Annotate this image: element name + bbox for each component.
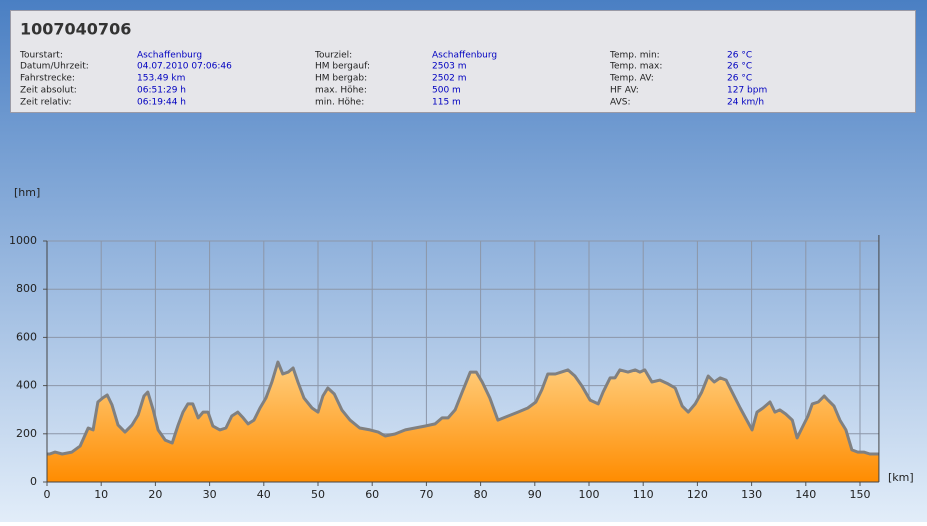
y-tick-label: 800 — [16, 282, 37, 295]
field-value: 06:51:29 h — [137, 86, 186, 96]
field-label: max. Höhe: — [315, 86, 367, 96]
field-value: 127 bpm — [727, 86, 767, 96]
field-label: Temp. AV: — [609, 74, 654, 84]
field-label: Temp. max: — [609, 62, 662, 72]
panel-title: 1007040706 — [20, 20, 131, 39]
field-label: min. Höhe: — [315, 98, 364, 108]
x-tick-label: 50 — [311, 488, 325, 501]
field-value: 26 °C — [727, 51, 752, 61]
field-value: 24 km/h — [727, 98, 764, 108]
info-panel — [10, 10, 916, 113]
field-label: HM bergab: — [315, 74, 367, 84]
x-tick-label: 80 — [474, 488, 488, 501]
field-value: Aschaffenburg — [137, 51, 202, 61]
x-tick-label: 120 — [687, 488, 708, 501]
x-axis-label: [km] — [888, 471, 914, 484]
field-value: 115 m — [432, 98, 461, 108]
x-tick-label: 10 — [94, 488, 108, 501]
field-label: Fahrstrecke: — [20, 74, 75, 84]
x-tick-label: 70 — [419, 488, 433, 501]
field-value: 2502 m — [432, 74, 467, 84]
field-label: Zeit absolut: — [20, 86, 77, 96]
x-tick-label: 20 — [148, 488, 162, 501]
field-label: AVS: — [610, 98, 630, 108]
x-tick-label: 100 — [579, 488, 600, 501]
x-tick-label: 150 — [850, 488, 871, 501]
x-tick-label: 140 — [795, 488, 816, 501]
profile-line — [47, 360, 879, 456]
field-label: Datum/Uhrzeit: — [20, 62, 89, 72]
field-value: 26 °C — [727, 74, 752, 84]
field-value: 153.49 km — [137, 74, 185, 84]
x-tick-label: 30 — [203, 488, 217, 501]
field-value: 2503 m — [432, 62, 467, 72]
x-tick-label: 60 — [365, 488, 379, 501]
y-tick-label: 0 — [30, 475, 37, 488]
field-label: Tourziel: — [314, 51, 352, 61]
y-tick-label: 1000 — [9, 234, 37, 247]
field-label: Temp. min: — [609, 51, 660, 61]
field-value: 26 °C — [727, 62, 752, 72]
y-tick-label: 200 — [16, 427, 37, 440]
y-tick-label: 600 — [16, 330, 37, 343]
field-value: 06:19:44 h — [137, 98, 186, 108]
x-tick-label: 130 — [741, 488, 762, 501]
field-label: Zeit relativ: — [20, 98, 72, 108]
field-label: Tourstart: — [19, 51, 63, 61]
x-tick-label: 110 — [633, 488, 654, 501]
field-value: 04.07.2010 07:06:46 — [137, 62, 232, 72]
area — [47, 362, 879, 482]
x-tick-label: 0 — [44, 488, 51, 501]
y-axis-label: [hm] — [14, 186, 40, 199]
field-label: HF AV: — [610, 86, 639, 96]
y-tick-label: 400 — [16, 379, 37, 392]
field-label: HM bergauf: — [315, 62, 370, 72]
x-tick-label: 40 — [257, 488, 271, 501]
field-value: 500 m — [432, 86, 461, 96]
x-tick-label: 90 — [528, 488, 542, 501]
field-value: Aschaffenburg — [432, 51, 497, 61]
